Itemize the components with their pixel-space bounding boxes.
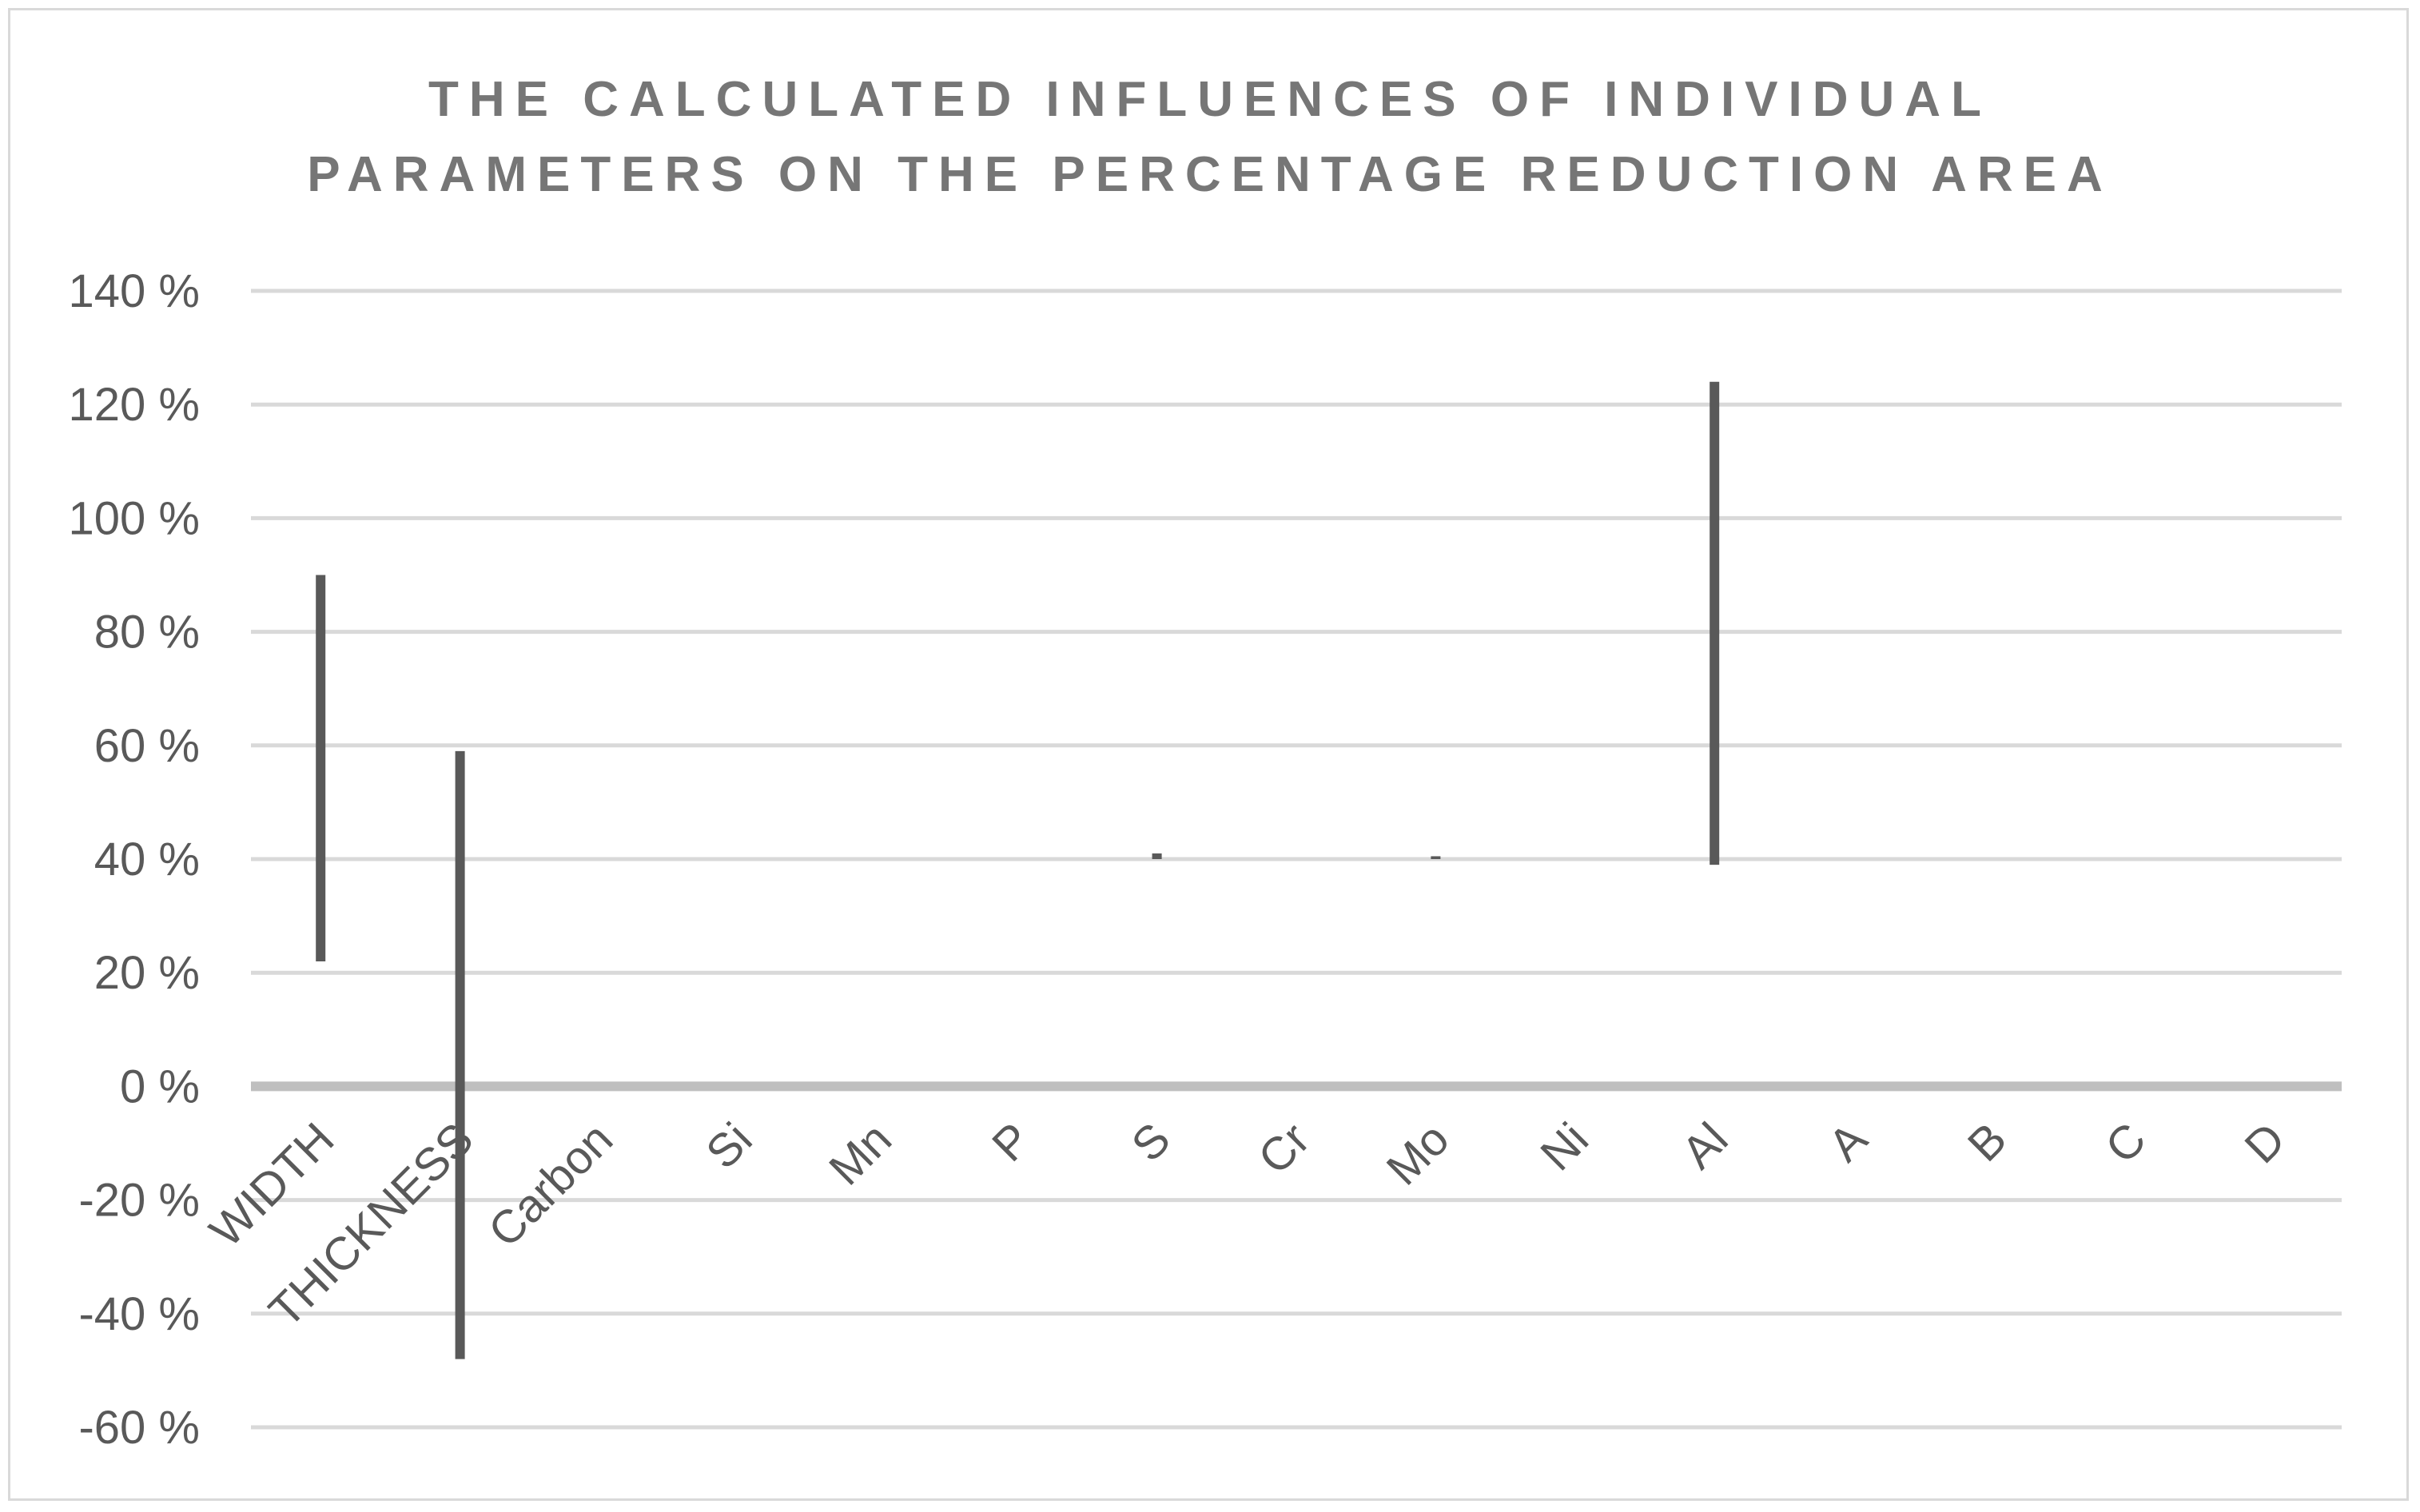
chart-title: THE CALCULATED INFLUENCES OF INDIVIDUAL P… <box>307 72 2113 202</box>
y-tick-label: -40 % <box>78 1288 200 1340</box>
y-axis-ticks: -60 % -40 % -20 % 0 % 20 % 40 % 60 % 80 % 100 % 1… <box>69 265 200 1454</box>
y-tick-label: 0 % <box>120 1060 200 1112</box>
gridlines <box>251 288 2342 1430</box>
y-tick-label: -20 % <box>78 1175 200 1227</box>
chart-title-line-2: PARAMETERS ON THE PERCENTAGE REDUCTION A… <box>307 147 2113 202</box>
range-bars <box>316 381 1720 1359</box>
x-tick-label: A <box>1818 1112 1877 1172</box>
x-tick-label: Al <box>1672 1113 1737 1179</box>
x-tick-label: Si <box>696 1113 762 1179</box>
x-tick-label: C <box>2096 1113 2156 1174</box>
chart-frame <box>8 8 2409 1501</box>
x-tick-label: Ni <box>1530 1113 1598 1181</box>
y-tick-label: 120 % <box>69 379 200 431</box>
x-tick-label: WIDTH <box>200 1113 344 1257</box>
x-tick-label: S <box>1121 1113 1180 1172</box>
y-tick-label: 20 % <box>94 947 200 999</box>
chart-title-line-1: THE CALCULATED INFLUENCES OF INDIVIDUAL <box>428 72 1992 127</box>
y-tick-label: 40 % <box>94 834 200 885</box>
x-tick-label: B <box>1958 1113 2016 1172</box>
x-tick-label: D <box>2235 1113 2295 1174</box>
y-tick-label: 140 % <box>69 265 200 317</box>
y-tick-label: 100 % <box>69 492 200 544</box>
x-tick-label: Cr <box>1248 1113 1319 1184</box>
x-tick-label: Mo <box>1377 1113 1459 1196</box>
y-tick-label: -60 % <box>78 1402 200 1454</box>
y-tick-label: 80 % <box>94 607 200 659</box>
x-tick-label: Carbon <box>479 1113 623 1257</box>
x-tick-label: P <box>982 1113 1041 1172</box>
x-tick-label: Mn <box>819 1113 902 1196</box>
y-tick-label: 60 % <box>94 720 200 772</box>
